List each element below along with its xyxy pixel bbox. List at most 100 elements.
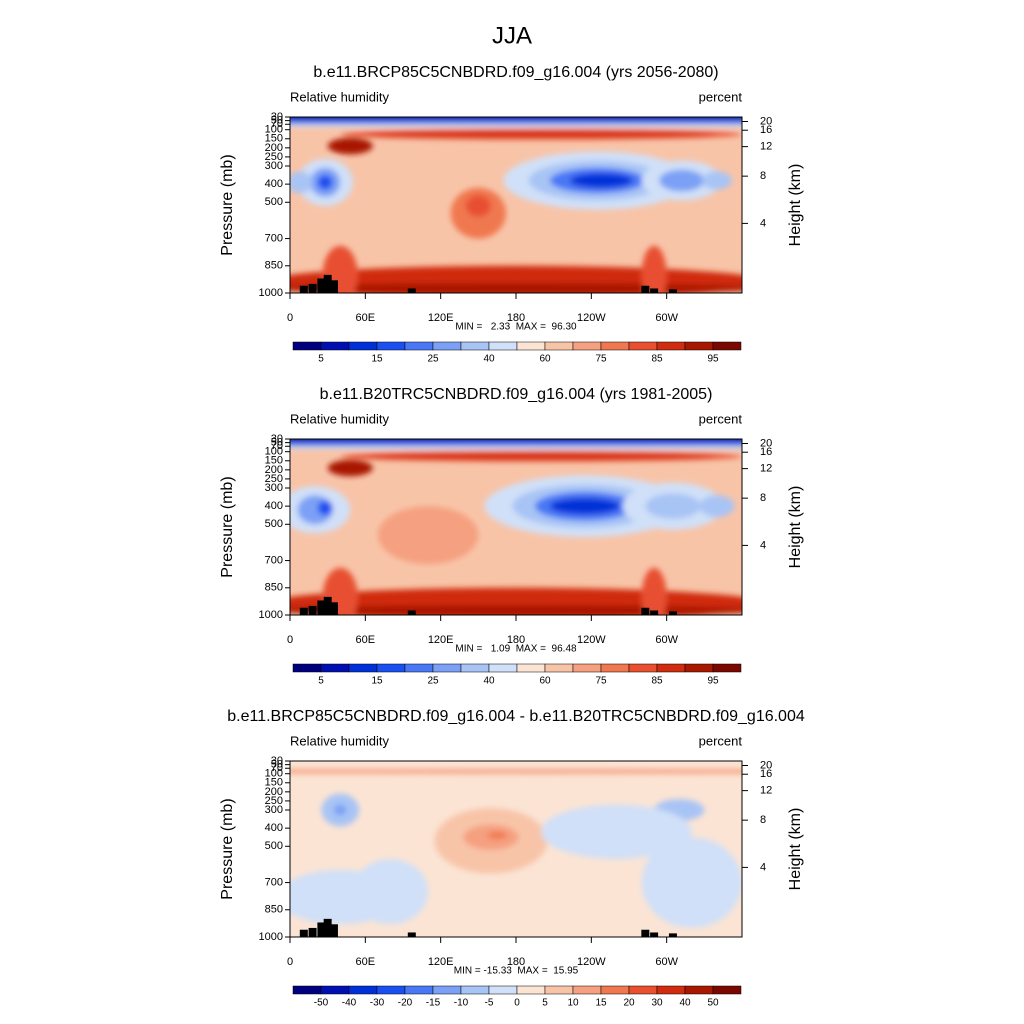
contour-region — [641, 567, 667, 615]
colorbar-box — [376, 341, 406, 351]
y-tick-label: 50 — [271, 437, 283, 449]
colorbar-box — [376, 985, 406, 995]
colorbar-label: 50 — [707, 998, 719, 1009]
terrain — [323, 918, 332, 937]
colorbar-label: 25 — [427, 354, 439, 365]
y-tick-label: 100 — [265, 768, 283, 780]
colorbar-box — [544, 663, 574, 673]
contour-region — [290, 120, 742, 125]
contour-region — [365, 131, 717, 137]
contour-field — [290, 761, 742, 937]
x-tick-label: 60W — [655, 312, 678, 324]
x-tick-label: 0 — [287, 312, 293, 324]
colorbar-label: 85 — [651, 676, 663, 687]
colorbar-box — [460, 341, 490, 351]
y-tick-label: 700 — [265, 232, 283, 244]
contour-region — [290, 605, 742, 615]
colorbar-label: 95 — [707, 354, 719, 365]
colorbar-box — [292, 341, 322, 351]
y2-tick-label: 4 — [760, 539, 766, 551]
colorbar-box — [404, 341, 434, 351]
y-tick-label: 150 — [265, 455, 283, 467]
contour-region — [549, 497, 621, 515]
colorbar-label: 60 — [539, 354, 551, 365]
x-tick-label: 60E — [356, 634, 376, 646]
colorbar-label: 5 — [318, 354, 324, 365]
x-tick-label: 120W — [577, 956, 606, 968]
contour-region — [701, 171, 732, 190]
terrain — [641, 929, 650, 937]
y-tick-label: 150 — [265, 133, 283, 145]
left-label: Relative humidity — [290, 411, 389, 426]
x-tick-label: 180 — [507, 312, 525, 324]
terrain — [323, 274, 332, 293]
y-tick-label: 400 — [265, 500, 283, 512]
y-tick-label: 100 — [265, 124, 283, 136]
colorbar-box — [572, 341, 602, 351]
left-label: Relative humidity — [290, 733, 389, 748]
panel: b.e11.BRCP85C5CNBDRD.f09_g16.004 (yrs 20… — [219, 64, 804, 364]
y2-tick-label: 20 — [760, 437, 772, 449]
colorbar-box — [656, 663, 686, 673]
y-tick-label: 200 — [265, 142, 283, 154]
y-tick-label: 30 — [271, 755, 283, 767]
colorbar-label: 40 — [483, 354, 495, 365]
y-tick-label: 150 — [265, 777, 283, 789]
x-tick-label: 60E — [356, 312, 376, 324]
colorbar-box — [656, 341, 686, 351]
contour-region — [377, 506, 479, 565]
y-tick-label: 1000 — [259, 287, 283, 299]
y-tick-label: 200 — [265, 786, 283, 798]
contour-region — [290, 439, 742, 443]
colorbar-box — [432, 985, 462, 995]
colorbar-label: -10 — [454, 998, 469, 1009]
contour-region — [352, 858, 429, 925]
contour-region — [290, 442, 742, 447]
field-shapes — [290, 117, 742, 293]
colorbar-box — [600, 985, 630, 995]
terrain — [668, 289, 677, 293]
contour-region — [317, 175, 333, 190]
colorbar-box — [320, 341, 350, 351]
terrain — [407, 932, 416, 937]
contour-region — [641, 245, 667, 293]
colorbar-box — [712, 985, 742, 995]
terrain — [668, 611, 677, 615]
terrain — [317, 600, 326, 615]
colorbar-box — [516, 985, 546, 995]
panel-title: b.e11.B20TRC5CNBDRD.f09_g16.004 (yrs 198… — [320, 386, 713, 403]
x-tick-label: 60W — [655, 634, 678, 646]
y-tick-label: 500 — [265, 196, 283, 208]
colorbar-box — [572, 663, 602, 673]
colorbar-box — [348, 341, 378, 351]
y-axis-label: Pressure (mb) — [219, 476, 236, 577]
colorbar-box — [488, 985, 518, 995]
colorbar-label: -30 — [370, 998, 385, 1009]
colorbar-box — [488, 663, 518, 673]
colorbar-box — [488, 341, 518, 351]
y2-tick-label: 4 — [760, 861, 766, 873]
contour-region — [290, 124, 742, 127]
contour-region — [290, 283, 742, 293]
y2-tick-label: 8 — [760, 492, 766, 504]
y2-tick-label: 4 — [760, 217, 766, 229]
colorbar-label: -15 — [426, 998, 441, 1009]
colorbar-box — [628, 341, 658, 351]
colorbar-box — [544, 341, 574, 351]
colorbar-box — [404, 985, 434, 995]
y2-tick-label: 12 — [760, 463, 772, 475]
colorbar-box — [684, 341, 714, 351]
colorbar-label: 75 — [595, 354, 607, 365]
field-shapes — [290, 439, 742, 615]
colorbar-label: 75 — [595, 676, 607, 687]
contour-region — [322, 567, 358, 615]
x-tick-label: 0 — [287, 956, 293, 968]
y2-tick-label: 20 — [760, 759, 772, 771]
x-tick-label: 60W — [655, 956, 678, 968]
colorbar-label: -20 — [398, 998, 413, 1009]
x-tick-label: 180 — [507, 956, 525, 968]
contour-region — [541, 804, 692, 859]
contour-region — [317, 500, 333, 516]
colorbar-label: 5 — [542, 998, 548, 1009]
y2-tick-label: 16 — [760, 124, 772, 136]
